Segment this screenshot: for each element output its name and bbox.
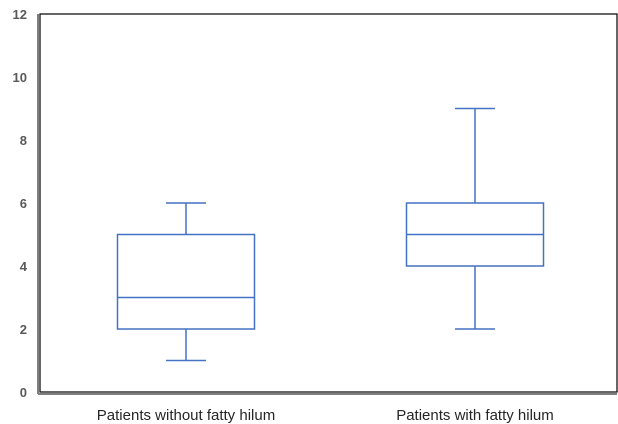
y-tick-label: 12 <box>13 7 27 22</box>
iqr-box <box>116 233 256 330</box>
x-category-label: Patients with fatty hilum <box>396 407 554 424</box>
y-axis-ticks: 0 2 4 6 8 10 12 <box>13 7 28 400</box>
y-tick-label: 6 <box>20 196 27 211</box>
x-category-label: Patients without fatty hilum <box>97 407 275 424</box>
box-series <box>116 107 545 362</box>
y-tick-label: 10 <box>13 70 27 85</box>
box-1 <box>116 202 256 362</box>
y-tick-label: 4 <box>20 259 28 274</box>
y-tick-label: 8 <box>20 133 27 148</box>
plot-frame <box>39 13 618 393</box>
y-tick-label: 0 <box>20 385 27 400</box>
y-tick-label: 2 <box>20 322 27 337</box>
x-axis-labels: Patients without fatty hilum Patients wit… <box>97 407 554 424</box>
box-2 <box>405 107 545 330</box>
